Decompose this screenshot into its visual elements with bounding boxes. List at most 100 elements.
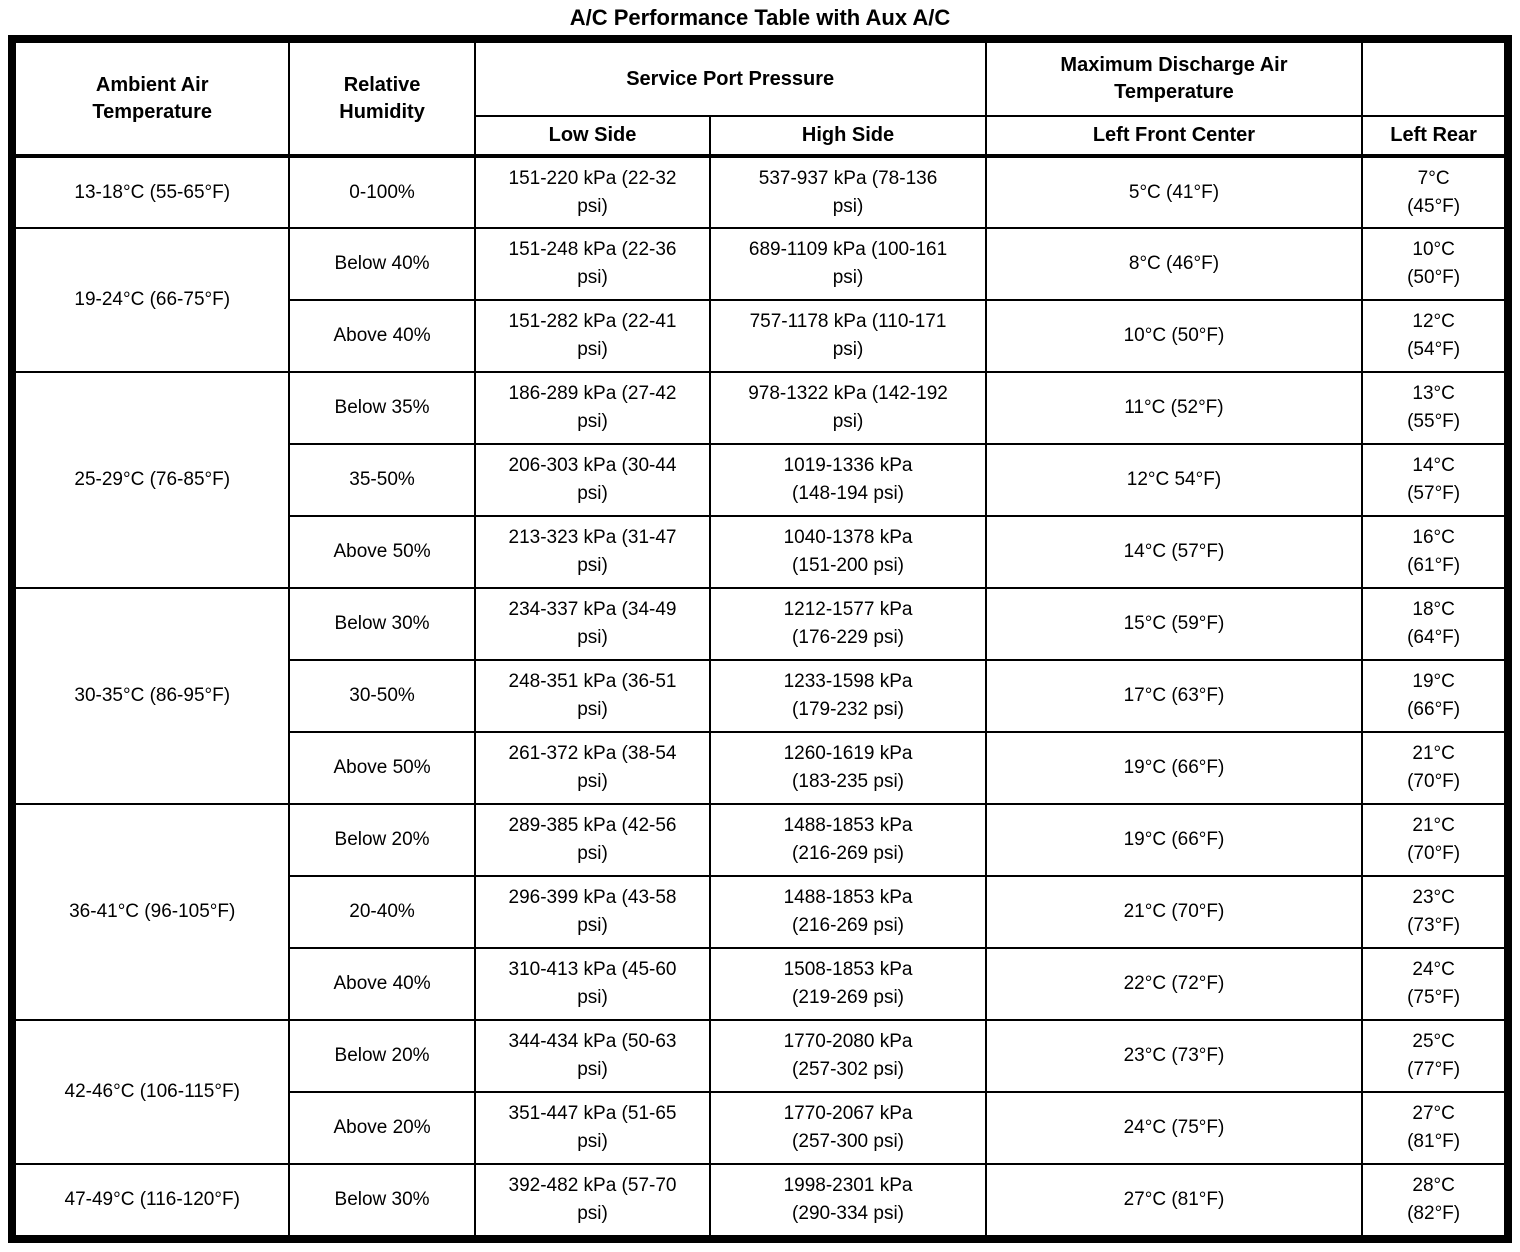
- left-rear-cell: 14°C (57°F): [1361, 443, 1506, 517]
- high-side-cell: 757-1178 kPa (110-171 psi): [709, 299, 987, 373]
- low-side-cell: 289-385 kPa (42-56 psi): [473, 803, 712, 877]
- header-service-port-pressure: Service Port Pressure: [473, 41, 987, 117]
- ambient-cell: 13-18°C (55-65°F): [13, 155, 291, 229]
- table-row: 25-29°C (76-85°F) Below 35% 186-289 kPa …: [13, 371, 1506, 589]
- left-rear-cell: 21°C (70°F): [1361, 731, 1506, 805]
- table-row: 20-40% 296-399 kPa (43-58 psi) 1488-1853…: [15, 875, 1506, 949]
- table-row: 42-46°C (106-115°F) Below 20% 344-434 kP…: [13, 1019, 1506, 1165]
- humidity-cell: Above 20%: [288, 1091, 476, 1165]
- low-side-cell: 186-289 kPa (27-42 psi): [473, 371, 712, 445]
- high-side-cell: 978-1322 kPa (142-192 psi): [709, 371, 987, 445]
- humidity-cell: Below 20%: [288, 803, 476, 877]
- header-blank-cell: [1361, 41, 1506, 117]
- table-row: 30-50% 248-351 kPa (36-51 psi) 1233-1598…: [15, 659, 1506, 733]
- ambient-cell: 36-41°C (96-105°F): [13, 803, 291, 1021]
- low-side-cell: 234-337 kPa (34-49 psi): [473, 587, 712, 661]
- left-front-center-cell: 19°C (66°F): [984, 731, 1364, 805]
- left-rear-cell: 18°C (64°F): [1361, 587, 1506, 661]
- left-rear-cell: 12°C (54°F): [1361, 299, 1506, 373]
- humidity-cell: 0-100%: [288, 155, 476, 229]
- humidity-cell: 35-50%: [288, 443, 476, 517]
- left-front-center-cell: 15°C (59°F): [984, 587, 1364, 661]
- high-side-cell: 1770-2080 kPa (257-302 psi): [709, 1019, 987, 1093]
- left-rear-cell: 10°C (50°F): [1361, 227, 1506, 301]
- low-side-cell: 151-248 kPa (22-36 psi): [473, 227, 712, 301]
- table-header: Ambient Air Temperature Relative Humidit…: [13, 41, 1506, 158]
- header-left-front-center: Left Front Center: [984, 115, 1364, 158]
- left-front-center-cell: 11°C (52°F): [984, 371, 1364, 445]
- left-rear-cell: 25°C (77°F): [1361, 1019, 1506, 1093]
- humidity-cell: Below 20%: [288, 1019, 476, 1093]
- left-rear-cell: 13°C (55°F): [1361, 371, 1506, 445]
- left-front-center-cell: 27°C (81°F): [984, 1163, 1364, 1237]
- table-row: 19-24°C (66-75°F) Below 40% 151-248 kPa …: [13, 227, 1506, 373]
- left-front-center-cell: 23°C (73°F): [984, 1019, 1364, 1093]
- left-front-center-cell: 12°C 54°F): [984, 443, 1364, 517]
- humidity-cell: Below 40%: [288, 227, 476, 301]
- ac-performance-table: Ambient Air Temperature Relative Humidit…: [13, 41, 1506, 1237]
- high-side-cell: 1508-1853 kPa (219-269 psi): [709, 947, 987, 1021]
- humidity-cell: Above 40%: [288, 299, 476, 373]
- table-body: 13-18°C (55-65°F) 0-100% 151-220 kPa (22…: [13, 155, 1506, 1237]
- high-side-cell: 1260-1619 kPa (183-235 psi): [709, 731, 987, 805]
- left-rear-cell: 28°C (82°F): [1361, 1163, 1506, 1237]
- table-row: 30-35°C (86-95°F) Below 30% 234-337 kPa …: [13, 587, 1506, 805]
- high-side-cell: 1212-1577 kPa (176-229 psi): [709, 587, 987, 661]
- left-rear-cell: 23°C (73°F): [1361, 875, 1506, 949]
- high-side-cell: 1770-2067 kPa (257-300 psi): [709, 1091, 987, 1165]
- low-side-cell: 261-372 kPa (38-54 psi): [473, 731, 712, 805]
- humidity-cell: 30-50%: [288, 659, 476, 733]
- low-side-cell: 151-220 kPa (22-32 psi): [473, 155, 712, 229]
- left-front-center-cell: 10°C (50°F): [984, 299, 1364, 373]
- low-side-cell: 151-282 kPa (22-41 psi): [473, 299, 712, 373]
- humidity-cell: Above 50%: [288, 731, 476, 805]
- table-row: Above 40% 151-282 kPa (22-41 psi) 757-11…: [15, 299, 1506, 373]
- header-low-side: Low Side: [473, 115, 712, 158]
- table-row: 36-41°C (96-105°F) Below 20% 289-385 kPa…: [13, 803, 1506, 1021]
- high-side-cell: 1488-1853 kPa (216-269 psi): [709, 803, 987, 877]
- header-ambient-air-temperature: Ambient Air Temperature: [13, 41, 291, 158]
- left-rear-cell: 19°C (66°F): [1361, 659, 1506, 733]
- low-side-cell: 296-399 kPa (43-58 psi): [473, 875, 712, 949]
- left-front-center-cell: 22°C (72°F): [984, 947, 1364, 1021]
- left-rear-cell: 24°C (75°F): [1361, 947, 1506, 1021]
- high-side-cell: 1019-1336 kPa (148-194 psi): [709, 443, 987, 517]
- left-front-center-cell: 17°C (63°F): [984, 659, 1364, 733]
- header-left-rear: Left Rear: [1361, 115, 1506, 158]
- high-side-cell: 537-937 kPa (78-136 psi): [709, 155, 987, 229]
- high-side-cell: 1998-2301 kPa (290-334 psi): [709, 1163, 987, 1237]
- table-row: Above 20% 351-447 kPa (51-65 psi) 1770-2…: [15, 1091, 1506, 1165]
- low-side-cell: 392-482 kPa (57-70 psi): [473, 1163, 712, 1237]
- humidity-cell: Below 30%: [288, 587, 476, 661]
- header-relative-humidity: Relative Humidity: [288, 41, 476, 158]
- high-side-cell: 1233-1598 kPa (179-232 psi): [709, 659, 987, 733]
- high-side-cell: 1488-1853 kPa (216-269 psi): [709, 875, 987, 949]
- low-side-cell: 213-323 kPa (31-47 psi): [473, 515, 712, 589]
- left-rear-cell: 16°C (61°F): [1361, 515, 1506, 589]
- left-front-center-cell: 5°C (41°F): [984, 155, 1364, 229]
- low-side-cell: 310-413 kPa (45-60 psi): [473, 947, 712, 1021]
- header-row-group: Ambient Air Temperature Relative Humidit…: [13, 41, 1506, 158]
- humidity-cell: Above 40%: [288, 947, 476, 1021]
- table-row: 35-50% 206-303 kPa (30-44 psi) 1019-1336…: [15, 443, 1506, 517]
- ambient-cell: 25-29°C (76-85°F): [13, 371, 291, 589]
- ambient-cell: 30-35°C (86-95°F): [13, 587, 291, 805]
- left-rear-cell: 7°C (45°F): [1361, 155, 1506, 229]
- header-maximum-discharge-air-temperature: Maximum Discharge Air Temperature: [984, 41, 1364, 117]
- left-front-center-cell: 24°C (75°F): [984, 1091, 1364, 1165]
- table-row: 47-49°C (116-120°F) Below 30% 392-482 kP…: [13, 1163, 1506, 1237]
- low-side-cell: 248-351 kPa (36-51 psi): [473, 659, 712, 733]
- table-row: Above 50% 261-372 kPa (38-54 psi) 1260-1…: [15, 731, 1506, 805]
- left-front-center-cell: 19°C (66°F): [984, 803, 1364, 877]
- ambient-cell: 19-24°C (66-75°F): [13, 227, 291, 373]
- performance-table-wrapper: Ambient Air Temperature Relative Humidit…: [8, 35, 1512, 1243]
- high-side-cell: 689-1109 kPa (100-161 psi): [709, 227, 987, 301]
- low-side-cell: 351-447 kPa (51-65 psi): [473, 1091, 712, 1165]
- ambient-cell: 42-46°C (106-115°F): [13, 1019, 291, 1165]
- left-rear-cell: 27°C (81°F): [1361, 1091, 1506, 1165]
- low-side-cell: 344-434 kPa (50-63 psi): [473, 1019, 712, 1093]
- humidity-cell: 20-40%: [288, 875, 476, 949]
- humidity-cell: Below 35%: [288, 371, 476, 445]
- header-high-side: High Side: [709, 115, 987, 158]
